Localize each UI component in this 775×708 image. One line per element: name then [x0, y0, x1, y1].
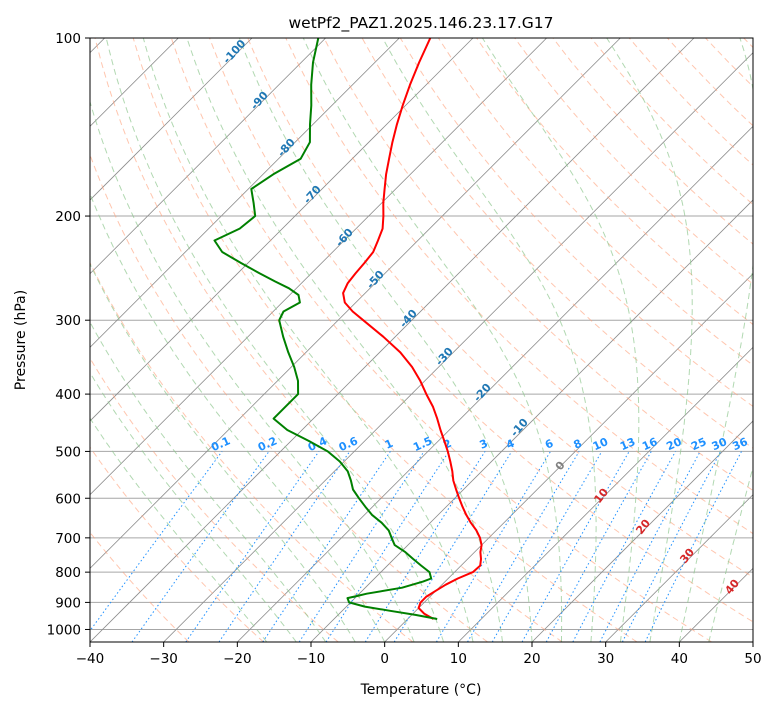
- moist-adiabat-line: [90, 192, 386, 642]
- x-tick-label: −20: [223, 651, 252, 667]
- dry-adiabat-line: [90, 261, 414, 642]
- plot-frame: [89, 37, 754, 643]
- dry-adiabat-line: [209, 38, 753, 623]
- isotherm-line: [531, 420, 753, 642]
- y-tick-label: 1000: [47, 622, 81, 638]
- y-tick-label: 400: [55, 387, 81, 403]
- temperature-profile-line: [342, 38, 483, 620]
- x-tick-label: 50: [744, 651, 761, 667]
- y-tick-label: 700: [55, 531, 81, 547]
- mixing-ratio-line: [545, 451, 652, 642]
- isotherm-line: [90, 38, 695, 642]
- x-tick-label: 20: [523, 651, 540, 667]
- dry-adiabat-line: [132, 38, 638, 642]
- dry-adiabat-line: [323, 38, 753, 492]
- isotherm-line: [163, 52, 753, 642]
- isotherm-line: [605, 494, 753, 642]
- isotherm-line: [90, 38, 474, 422]
- mixing-ratio-line: [131, 451, 270, 642]
- x-axis-label: Temperature (°C): [360, 682, 482, 698]
- moist-adiabat-line: [481, 38, 640, 642]
- isotherm-line: [90, 38, 326, 275]
- x-tick-label: −40: [76, 651, 105, 667]
- axis-ticks: −40 −30 −20 −10 0 10 20 30 40 50 100 200 300 400 500 60…: [47, 31, 762, 667]
- x-tick-label: −30: [149, 651, 178, 667]
- y-axis-label: Pressure (hPa): [13, 290, 29, 390]
- dry-adiabat-line: [94, 38, 563, 642]
- mixing-ratio-label: 25: [689, 435, 708, 453]
- dry-adiabat-line: [90, 357, 339, 642]
- moist-adiabat-line: [90, 321, 327, 642]
- mixing-ratio-line: [298, 451, 425, 642]
- mixing-ratio-label: 30: [710, 435, 730, 453]
- background-lines: [90, 38, 753, 642]
- mixing-ratio-label: 20: [664, 435, 684, 453]
- isotherm-line: [90, 38, 253, 201]
- y-tick-label: 600: [55, 491, 81, 507]
- moist-adiabat-line: [606, 38, 693, 642]
- mixing-ratio-line: [90, 451, 223, 632]
- mixing-ratio-line: [218, 451, 351, 642]
- x-tick-label: 30: [597, 651, 614, 667]
- dry-adiabat-line: [285, 38, 753, 535]
- mixing-ratio-line: [572, 451, 676, 642]
- mixing-ratio-label: 13: [618, 435, 637, 453]
- mixing-ratio-line: [644, 451, 742, 642]
- mixing-ratio-line: [325, 451, 450, 642]
- dry-adiabat-line: [247, 38, 753, 578]
- isotherm-line: [90, 38, 621, 569]
- moist-adiabat-line: [708, 465, 753, 642]
- y-tick-label: 900: [55, 595, 81, 611]
- y-tick-label: 800: [55, 565, 81, 581]
- moist-adiabat-line: [90, 417, 268, 642]
- moist-adiabat-line: [186, 38, 503, 642]
- isotherm-line: [90, 38, 400, 348]
- moist-adiabat-line: [238, 38, 533, 642]
- x-tick-label: −10: [297, 651, 326, 667]
- dewpoint-profile-line: [213, 38, 438, 620]
- y-tick-label: 100: [55, 31, 81, 47]
- dry-adiabat-line: [170, 38, 712, 642]
- moist-adiabat-line: [90, 100, 415, 642]
- profile-lines: [213, 38, 483, 620]
- moist-adiabat-line: [382, 38, 597, 642]
- moist-adiabat-line: [105, 38, 445, 642]
- mixing-ratio-label: 36: [730, 435, 750, 453]
- mixing-ratio-line: [393, 451, 513, 642]
- isotherm-line: [237, 125, 753, 642]
- mixing-ratio-line: [185, 451, 320, 642]
- y-tick-label: 500: [55, 444, 81, 460]
- mixing-ratio-line: [621, 451, 722, 642]
- mixing-ratio-line: [262, 451, 391, 642]
- dry-adiabat-line: [90, 446, 264, 642]
- mixing-ratio-label: 10: [591, 435, 611, 453]
- mixing-ratio-line: [521, 451, 630, 642]
- isotherm-line: [90, 38, 547, 496]
- y-tick-label: 300: [55, 313, 81, 329]
- moist-adiabat-line: [90, 262, 356, 642]
- moist-adiabat-line: [90, 371, 297, 642]
- moist-adiabat-line: [302, 38, 563, 642]
- moist-adiabat-line: [678, 38, 753, 642]
- x-tick-label: 0: [380, 651, 389, 667]
- x-tick-label: 40: [671, 651, 688, 667]
- chart-title: wetPf2_PAZ1.2025.146.23.17.G17: [289, 14, 554, 33]
- dry-adiabat-line: [514, 38, 753, 285]
- y-tick-label: 200: [55, 209, 81, 225]
- dry-adiabat-line: [476, 38, 753, 326]
- mixing-ratio-label: 16: [640, 435, 660, 453]
- isotherm-line: [384, 273, 753, 642]
- x-tick-label: 10: [450, 651, 467, 667]
- moist-adiabat-line: [142, 38, 474, 642]
- isotherm-line: [458, 346, 753, 642]
